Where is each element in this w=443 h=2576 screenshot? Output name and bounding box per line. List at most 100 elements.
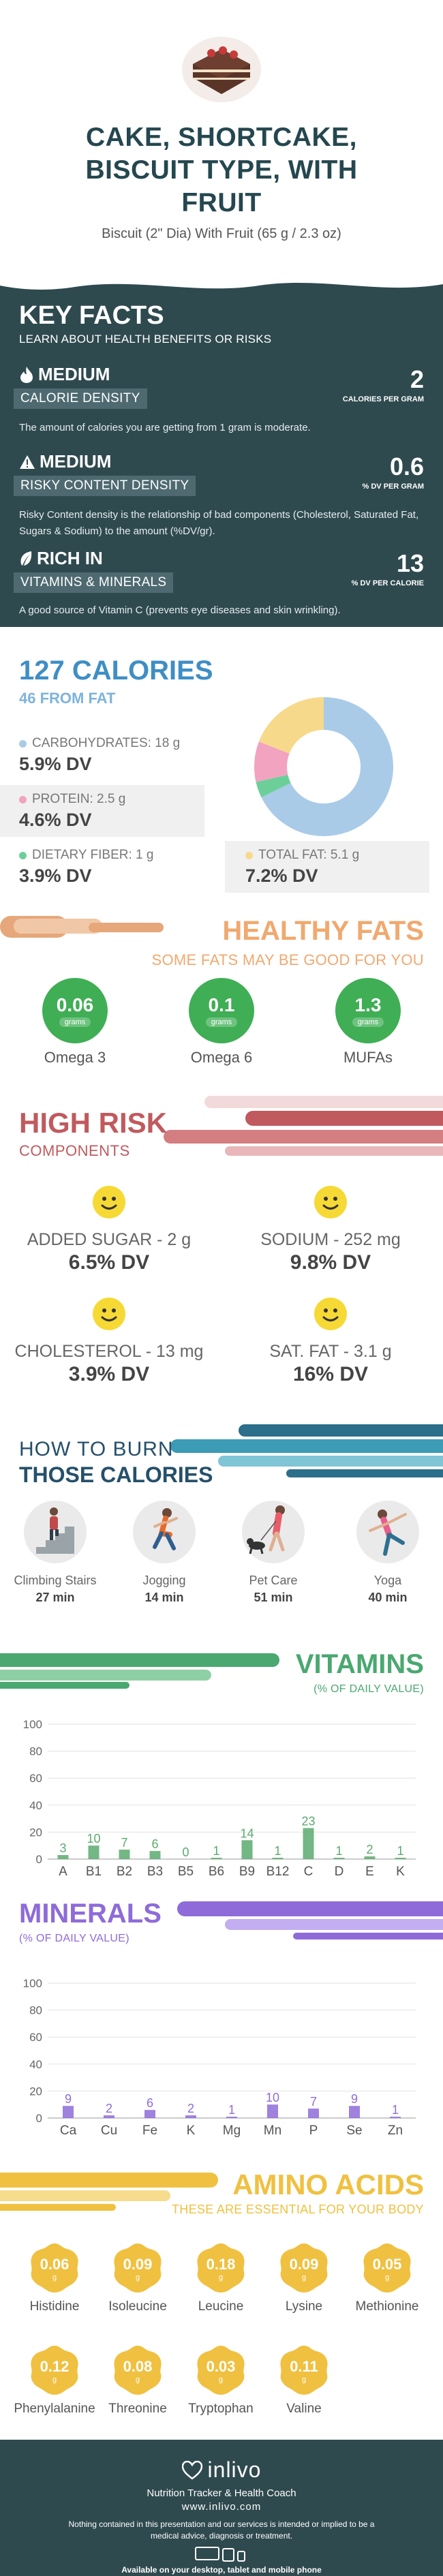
amino-value: 0.11 bbox=[290, 2358, 318, 2375]
amino-unit: g bbox=[384, 2273, 390, 2282]
fiber-label: DIETARY FIBER: 1 g bbox=[32, 848, 154, 862]
activity-label: Pet Care bbox=[249, 1574, 298, 1587]
vitamins-minerals-row: RICH IN VITAMINS & MINERALS 13 % DV PER … bbox=[0, 548, 443, 623]
amino-unit: g bbox=[135, 2273, 140, 2282]
title-line-1: CAKE, SHORTCAKE, bbox=[85, 123, 358, 152]
amino-label: Isoleucine bbox=[108, 2299, 167, 2314]
activity-label: Climbing Stairs bbox=[14, 1574, 97, 1587]
inlivo-logo: inlivo bbox=[0, 2457, 443, 2483]
high-risk-title: HIGH RISK bbox=[19, 1107, 168, 1139]
burn-title-line2: THOSE CALORIES bbox=[19, 1462, 213, 1487]
leaf-icon bbox=[20, 551, 32, 566]
dog-walker-icon bbox=[242, 1501, 305, 1563]
bar-value-label: 14 bbox=[240, 1826, 254, 1840]
bar-value-label: 0 bbox=[182, 1845, 189, 1859]
level-text: MEDIUM bbox=[38, 364, 110, 384]
amino-badge: 0.09 g bbox=[112, 2242, 164, 2294]
bar-value-label: 2 bbox=[366, 1843, 373, 1856]
x-tick-label: B12 bbox=[266, 1865, 290, 1879]
serving-size: Biscuit (2" Dia) With Fruit (65 g / 2.3 … bbox=[102, 226, 341, 241]
x-tick-label: B3 bbox=[147, 1865, 163, 1879]
bar-value-label: 6 bbox=[147, 2096, 153, 2110]
bar-K bbox=[185, 2115, 196, 2118]
footer-disclaimer: Nothing contained in this presentation a… bbox=[68, 2519, 375, 2541]
vitamins-minerals-desc: A good source of Vitamin C (prevents eye… bbox=[19, 604, 341, 616]
bar-value-label: 1 bbox=[392, 2103, 399, 2117]
amino-label: Valine bbox=[286, 2402, 322, 2416]
vitamins-banner bbox=[0, 1653, 279, 1689]
smiley-icon bbox=[93, 1186, 125, 1218]
carbohydrates-dv: 5.9% DV bbox=[19, 754, 92, 774]
bar-B6 bbox=[211, 1858, 222, 1859]
protein-label: PROTEIN: 2.5 g bbox=[32, 792, 126, 806]
amino-label: Leucine bbox=[198, 2299, 244, 2314]
smiley-icon bbox=[93, 1298, 125, 1330]
jogger-icon bbox=[133, 1501, 196, 1563]
bar-P bbox=[308, 2109, 319, 2118]
title-line-2: BISCUIT TYPE, WITH bbox=[85, 155, 358, 185]
y-tick-label: 60 bbox=[29, 2031, 42, 2044]
page-title: CAKE, SHORTCAKE, BISCUIT TYPE, WITH FRUI… bbox=[27, 121, 416, 219]
activity-jogging: Jogging 14 min bbox=[113, 1499, 215, 1605]
x-tick-label: B6 bbox=[209, 1865, 224, 1879]
x-tick-label: Ca bbox=[60, 2123, 77, 2138]
key-facts-subtitle: LEARN ABOUT HEALTH BENEFITS OR RISKS bbox=[19, 333, 272, 346]
bar-D bbox=[333, 1858, 345, 1859]
y-tick-label: 0 bbox=[36, 1853, 42, 1866]
amino-item-lysine: 0.09 g Lysine bbox=[263, 2242, 345, 2314]
bar-B2 bbox=[119, 1850, 130, 1859]
footer-available: Available on your desktop, tablet and mo… bbox=[121, 2565, 322, 2575]
fiber-dv: 3.9% DV bbox=[19, 865, 92, 886]
amino-value: 0.12 bbox=[40, 2358, 70, 2375]
activity-time: 14 min bbox=[144, 1591, 184, 1604]
mufas-badge: 1.3 grams bbox=[335, 978, 401, 1043]
footer-url[interactable]: www.inlivo.com bbox=[181, 2501, 262, 2513]
activity-time: 51 min bbox=[254, 1591, 293, 1604]
bar-value-label: 7 bbox=[310, 2095, 317, 2109]
high-risk-section: HIGH RISK COMPONENTS ADDED SUGAR - 2 g 6… bbox=[0, 1077, 443, 1417]
calories-title: 127 CALORIES bbox=[19, 656, 213, 686]
x-tick-label: P bbox=[309, 2123, 318, 2138]
amino-unit: g bbox=[218, 2376, 224, 2384]
mufas-item: 1.3 grams MUFAs bbox=[324, 978, 412, 1067]
amino-badge: 0.18 g bbox=[195, 2242, 247, 2294]
x-tick-label: B9 bbox=[239, 1865, 255, 1879]
vitamins-subtitle: (% OF DAILY VALUE) bbox=[314, 1683, 424, 1695]
added-sugar-dv: 6.5% DV bbox=[68, 1251, 150, 1274]
bar-Fe bbox=[144, 2110, 155, 2118]
mufas-label: MUFAs bbox=[343, 1049, 393, 1066]
devices-icon bbox=[195, 2547, 245, 2562]
minerals-banner bbox=[177, 1901, 443, 1939]
x-tick-label: B1 bbox=[86, 1865, 102, 1879]
bar-value-label: 9 bbox=[65, 2092, 72, 2106]
healthy-fats-title: HEALTHY FATS bbox=[222, 916, 424, 946]
calorie-density-label: CALORIE DENSITY bbox=[14, 388, 147, 409]
amino-acids-section: AMINO ACIDS THESE ARE ESSENTIAL FOR YOUR… bbox=[0, 2167, 443, 2440]
vitamins-minerals-label: VITAMINS & MINERALS bbox=[14, 572, 174, 593]
bar-B1 bbox=[88, 1845, 100, 1859]
vitamins-minerals-level: RICH IN bbox=[19, 548, 103, 569]
protein-stat: PROTEIN: 2.5 g 4.6% DV bbox=[0, 785, 204, 837]
bar-K bbox=[395, 1858, 406, 1859]
bar-B12 bbox=[272, 1858, 284, 1859]
y-tick-label: 40 bbox=[29, 2058, 42, 2071]
bar-value-label: 10 bbox=[87, 1832, 100, 1845]
key-facts-section: KEY FACTS LEARN ABOUT HEALTH BENEFITS OR… bbox=[0, 272, 443, 627]
bar-value-label: 10 bbox=[266, 2091, 279, 2104]
activity-pet-care: Pet Care 51 min bbox=[222, 1499, 324, 1605]
bar-value-label: 2 bbox=[187, 2102, 194, 2115]
amino-value: 0.08 bbox=[123, 2358, 153, 2375]
hero-section: CAKE, SHORTCAKE, BISCUIT TYPE, WITH FRUI… bbox=[0, 0, 443, 273]
bar-value-label: 1 bbox=[213, 1844, 219, 1858]
bar-value-label: 7 bbox=[121, 1836, 127, 1850]
risk-banner bbox=[164, 1096, 443, 1156]
amino-unit: g bbox=[135, 2376, 140, 2384]
bar-C bbox=[303, 1828, 314, 1859]
bar-Zn bbox=[390, 2117, 401, 2118]
cake-slice-icon bbox=[182, 37, 261, 102]
badge-shape bbox=[31, 2243, 78, 2293]
amino-title: AMINO ACIDS bbox=[232, 2168, 424, 2201]
donut-slice-3 bbox=[254, 697, 393, 836]
amino-unit: g bbox=[52, 2376, 57, 2384]
level-text: RICH IN bbox=[37, 548, 103, 568]
